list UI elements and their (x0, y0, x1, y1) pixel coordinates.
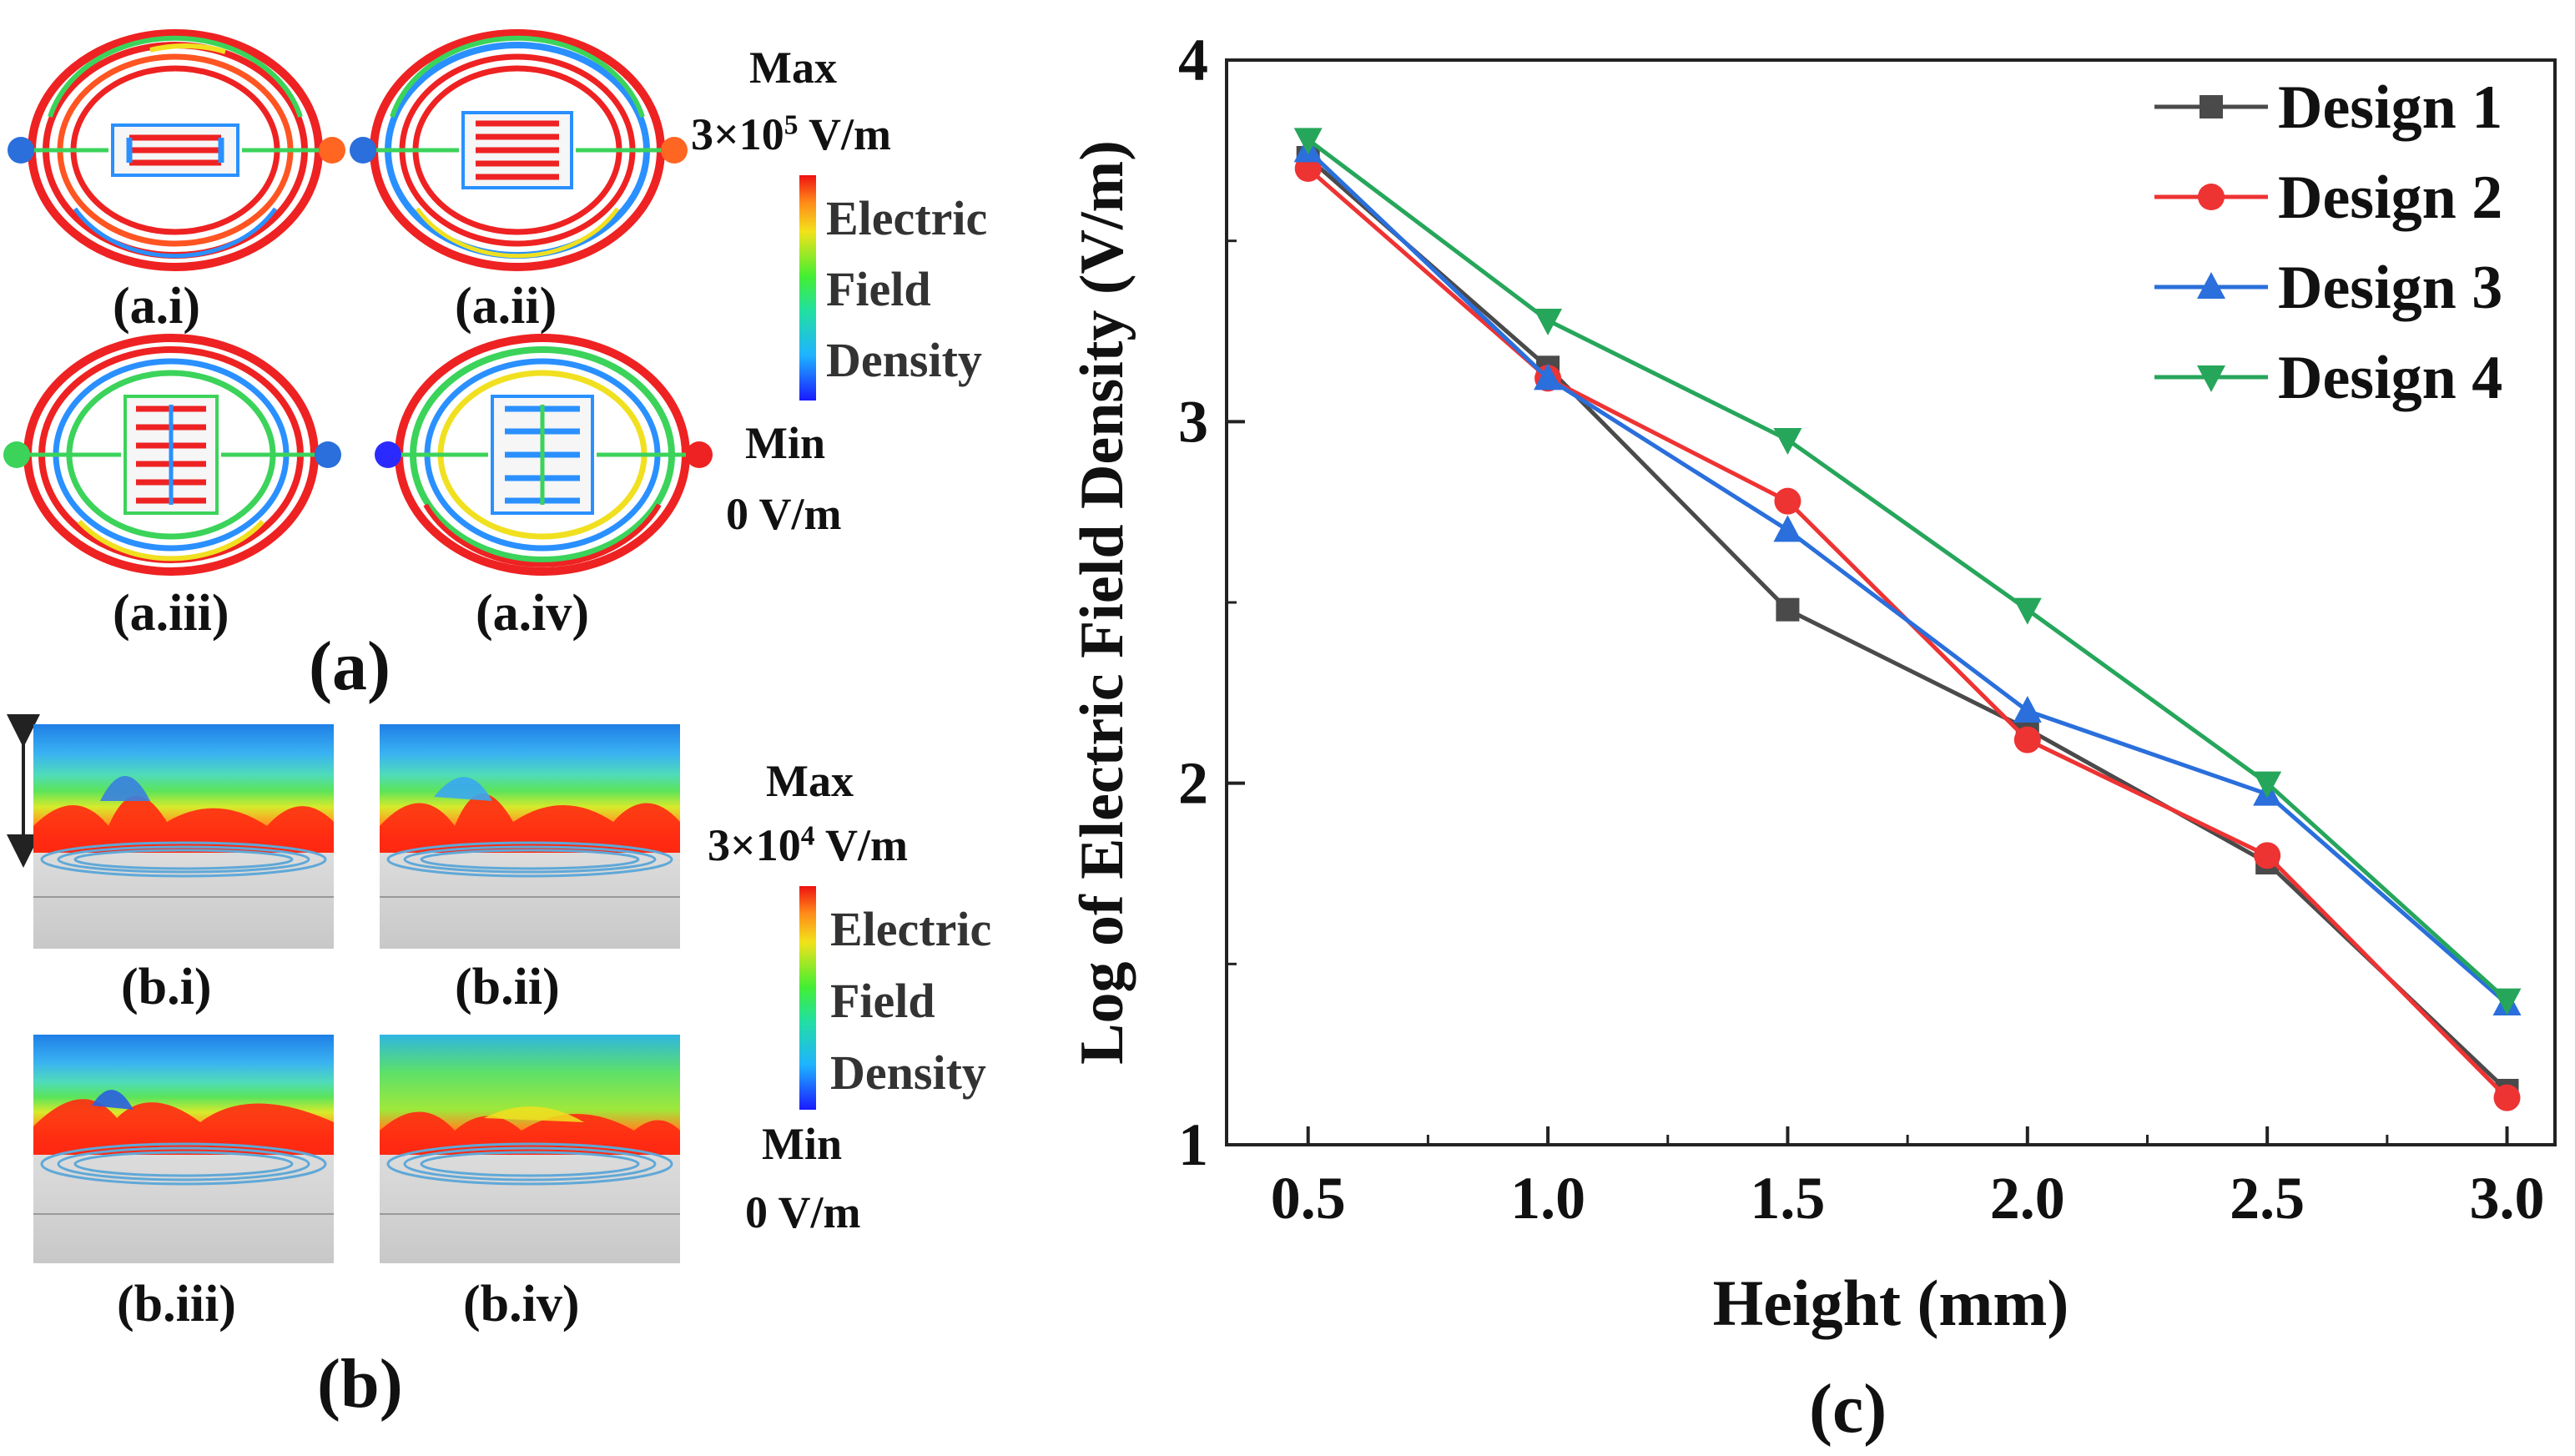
caption-b-iv: (b.iv) (463, 1276, 580, 1333)
data-point-design-3 (2013, 696, 2042, 723)
caption-a-i: (a.i) (113, 278, 201, 335)
y-tick-label: 4 (1178, 27, 1208, 93)
scale-a-min-value: 0 V/m (726, 489, 842, 539)
y-tick-label: 3 (1178, 388, 1208, 455)
scale-a-bar-label-1: Electric (826, 191, 988, 245)
scale-b-max-label: Max (766, 756, 854, 806)
scale-b-min-value: 0 V/m (745, 1187, 861, 1237)
caption-b-ii: (b.ii) (455, 959, 560, 1015)
data-point-design-4 (1293, 128, 1323, 155)
legend-label-design-1: Design 1 (2278, 73, 2502, 142)
data-point-design-4 (2253, 771, 2282, 799)
legend-marker-design-3 (2197, 272, 2225, 299)
scale-a-bar-label-3: Density (826, 333, 982, 387)
y-tick-label: 1 (1178, 1111, 1208, 1178)
data-point-design-2 (2013, 726, 2041, 753)
x-tick-label: 1.5 (1750, 1165, 1825, 1232)
scale-a-bar-label-2: Field (826, 262, 931, 316)
panel-b-colorbar (799, 886, 816, 1110)
y-axis-title: Log of Electric Field Density (V/m) (1068, 140, 1136, 1065)
scale-a-min-label: Min (745, 418, 826, 468)
x-tick-label: 1.0 (1510, 1165, 1585, 1232)
scale-a-max-value: 3×105 V/m (691, 109, 892, 159)
scale-a-max-label: Max (749, 43, 837, 93)
data-point-design-4 (1534, 309, 1563, 335)
scale-b-bar-label-3: Density (830, 1045, 986, 1100)
caption-b-iii: (b.iii) (117, 1276, 236, 1333)
scale-b-bar-label-2: Field (830, 974, 935, 1028)
caption-a-iv: (a.iv) (476, 585, 590, 642)
data-point-design-4 (2013, 597, 2042, 625)
x-tick-label: 2.0 (1990, 1165, 2065, 1232)
caption-a-iii: (a.iii) (113, 585, 229, 642)
data-point-design-2 (2254, 842, 2281, 869)
panel-b-image-ii (380, 724, 680, 949)
legend-marker-design-1 (2200, 95, 2223, 118)
data-point-design-3 (1773, 515, 1802, 542)
caption-a-ii: (a.ii) (455, 278, 557, 335)
terminal-pad (8, 137, 34, 164)
panel-c-label: (c) (1809, 1370, 1887, 1448)
data-point-design-4 (2492, 988, 2522, 1015)
scale-b-bar-label-1: Electric (830, 902, 992, 956)
x-tick-label: 2.5 (2230, 1165, 2305, 1232)
series-line-design-3 (1306, 149, 2509, 1005)
caption-b-i: (b.i) (121, 959, 212, 1015)
scale-b-min-label: Min (762, 1119, 843, 1169)
legend-label-design-3: Design 3 (2278, 254, 2502, 322)
scale-b-max-value: 3×104 V/m (708, 820, 909, 870)
legend-marker-design-2 (2198, 184, 2225, 210)
x-tick-label: 0.5 (1271, 1165, 1346, 1232)
panel-b-image-iv (380, 1035, 680, 1263)
interdigital-graphic (126, 134, 224, 166)
panel-a-label: (a) (309, 627, 391, 705)
series-line-design-4 (1307, 138, 2509, 1002)
legend-label-design-2: Design 2 (2278, 164, 2502, 232)
data-point-design-3 (1534, 363, 1563, 390)
data-point-design-1 (1776, 597, 1800, 622)
x-tick-label: 3.0 (2470, 1165, 2545, 1232)
legend-label-design-4: Design 4 (2278, 344, 2502, 412)
panel-b-image-iii (33, 1035, 334, 1263)
terminal-pad (319, 137, 345, 164)
data-point-design-4 (1773, 428, 1802, 455)
panel-a-image-iii (3, 334, 341, 576)
legend-marker-design-4 (2197, 365, 2225, 392)
series-line-design-1 (1307, 156, 2509, 1092)
y-tick-label: 2 (1178, 750, 1208, 817)
data-point-design-2 (2493, 1084, 2521, 1111)
data-point-design-2 (1774, 487, 1801, 515)
panel-b-image-i (33, 724, 334, 949)
x-axis-title: Height (mm) (1713, 1267, 2069, 1339)
field-density-chart: 0.5 1.0 1.5 2.0 2.5 3.0 1 2 3 4 Height (mm) Log of … (1068, 27, 2557, 1339)
panel-a-image-ii (350, 29, 688, 271)
panel-a-image-iv (375, 334, 713, 576)
panel-b-label: (b) (317, 1345, 403, 1423)
panel-a-image-i (8, 29, 345, 271)
panel-a-colorbar (799, 175, 816, 401)
